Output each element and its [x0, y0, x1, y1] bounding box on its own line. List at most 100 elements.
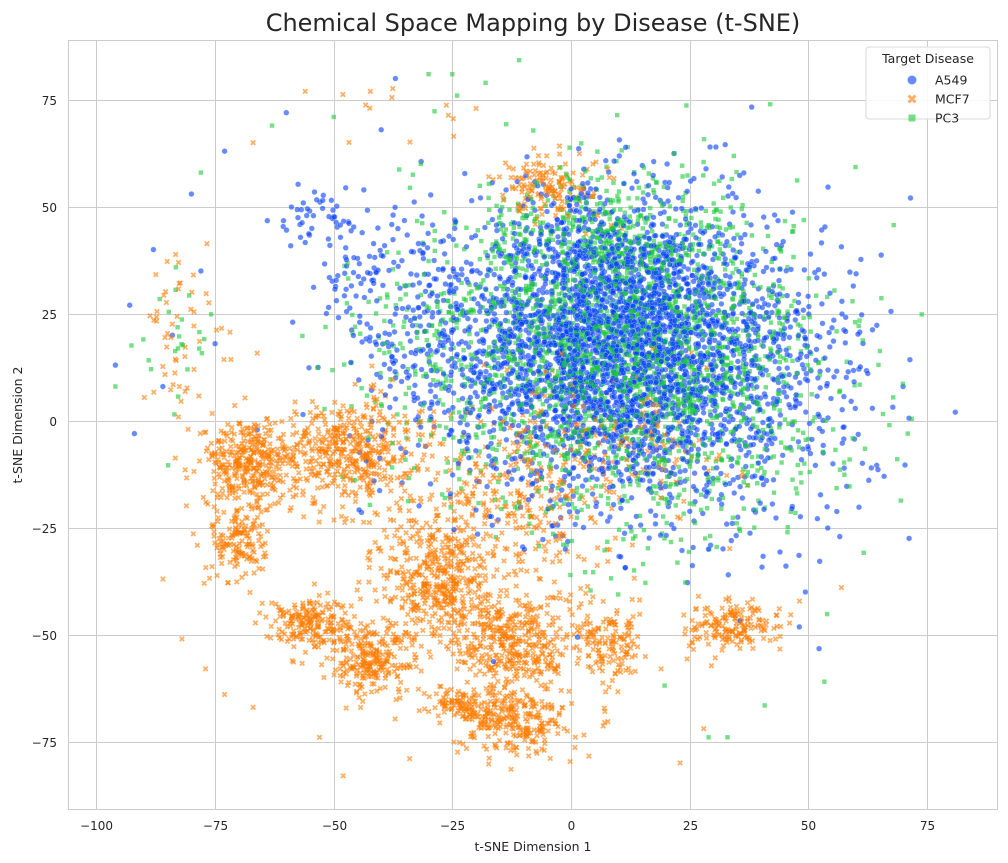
point-pc3 — [647, 205, 653, 211]
point-pc3 — [879, 296, 884, 301]
point-pc3 — [562, 345, 568, 351]
point-pc3 — [516, 293, 522, 298]
point-pc3 — [766, 373, 771, 378]
point-pc3 — [420, 221, 425, 226]
point-a549 — [432, 393, 439, 400]
point-pc3 — [668, 539, 674, 545]
point-a549 — [777, 549, 784, 556]
point-a549 — [427, 381, 434, 388]
point-a549 — [416, 279, 423, 286]
point-a549 — [308, 225, 315, 232]
point-pc3 — [788, 509, 793, 514]
point-pc3 — [567, 145, 572, 150]
point-pc3 — [877, 348, 883, 354]
point-a549 — [483, 318, 490, 325]
point-pc3 — [424, 337, 429, 343]
point-pc3 — [397, 167, 402, 172]
point-a549 — [763, 264, 770, 271]
point-a549 — [429, 221, 436, 228]
point-pc3 — [165, 463, 171, 468]
point-pc3 — [627, 214, 632, 219]
point-a549 — [575, 145, 582, 152]
point-pc3 — [789, 303, 794, 309]
point-a549 — [851, 378, 858, 385]
point-a549 — [515, 422, 522, 429]
point-pc3 — [686, 549, 692, 555]
point-pc3 — [606, 496, 611, 501]
point-pc3 — [790, 436, 796, 441]
point-pc3 — [445, 260, 450, 265]
point-pc3 — [459, 448, 465, 453]
point-pc3 — [129, 343, 134, 348]
point-pc3 — [673, 299, 678, 304]
point-a549 — [112, 362, 119, 369]
point-mcf7 — [787, 611, 794, 618]
point-a549 — [325, 304, 332, 311]
point-pc3 — [722, 267, 728, 272]
point-pc3 — [720, 495, 726, 500]
point-mcf7 — [221, 356, 227, 363]
point-pc3 — [695, 262, 700, 267]
point-pc3 — [300, 333, 305, 339]
point-pc3 — [598, 493, 604, 498]
point-a549 — [350, 269, 357, 276]
point-a549 — [414, 395, 421, 402]
point-pc3 — [437, 423, 442, 429]
point-a549 — [468, 383, 475, 390]
point-a549 — [395, 263, 402, 270]
point-pc3 — [384, 292, 390, 297]
point-a549 — [645, 191, 652, 198]
point-pc3 — [483, 250, 488, 255]
point-a549 — [553, 463, 560, 470]
point-pc3 — [618, 207, 623, 212]
point-pc3 — [405, 499, 411, 504]
point-pc3 — [791, 254, 796, 260]
point-pc3 — [593, 484, 598, 489]
point-a549 — [503, 186, 510, 193]
point-pc3 — [703, 208, 708, 213]
point-pc3 — [706, 735, 711, 740]
point-pc3 — [331, 114, 336, 120]
point-pc3 — [406, 385, 412, 390]
point-pc3 — [454, 243, 459, 248]
point-mcf7 — [235, 483, 242, 489]
point-pc3 — [716, 478, 721, 483]
point-mcf7 — [606, 659, 612, 666]
point-pc3 — [527, 521, 532, 526]
point-pc3 — [752, 272, 758, 278]
point-a549 — [371, 254, 378, 261]
point-pc3 — [579, 205, 584, 210]
point-a549 — [602, 290, 609, 297]
point-a549 — [360, 186, 367, 193]
point-a549 — [454, 351, 461, 358]
point-a549 — [410, 307, 417, 314]
point-a549 — [848, 398, 855, 405]
point-pc3 — [269, 123, 275, 128]
point-a549 — [906, 356, 913, 363]
point-pc3 — [754, 424, 760, 430]
point-a549 — [212, 340, 219, 347]
point-pc3 — [683, 580, 688, 585]
point-a549 — [491, 419, 498, 426]
point-pc3 — [621, 484, 626, 489]
point-pc3 — [630, 536, 636, 541]
point-a549 — [723, 521, 730, 528]
point-mcf7 — [174, 313, 180, 320]
point-a549 — [816, 645, 823, 652]
point-a549 — [725, 183, 732, 190]
point-pc3 — [795, 322, 800, 327]
point-a549 — [776, 277, 783, 284]
point-pc3 — [718, 209, 723, 214]
point-a549 — [730, 476, 737, 483]
point-pc3 — [673, 503, 678, 508]
point-pc3 — [518, 333, 523, 338]
point-a549 — [814, 393, 821, 400]
point-pc3 — [448, 303, 453, 308]
point-pc3 — [635, 219, 641, 224]
point-pc3 — [763, 385, 768, 390]
point-a549 — [725, 571, 732, 578]
point-pc3 — [729, 176, 734, 182]
point-a549 — [808, 436, 815, 443]
point-pc3 — [824, 611, 830, 617]
